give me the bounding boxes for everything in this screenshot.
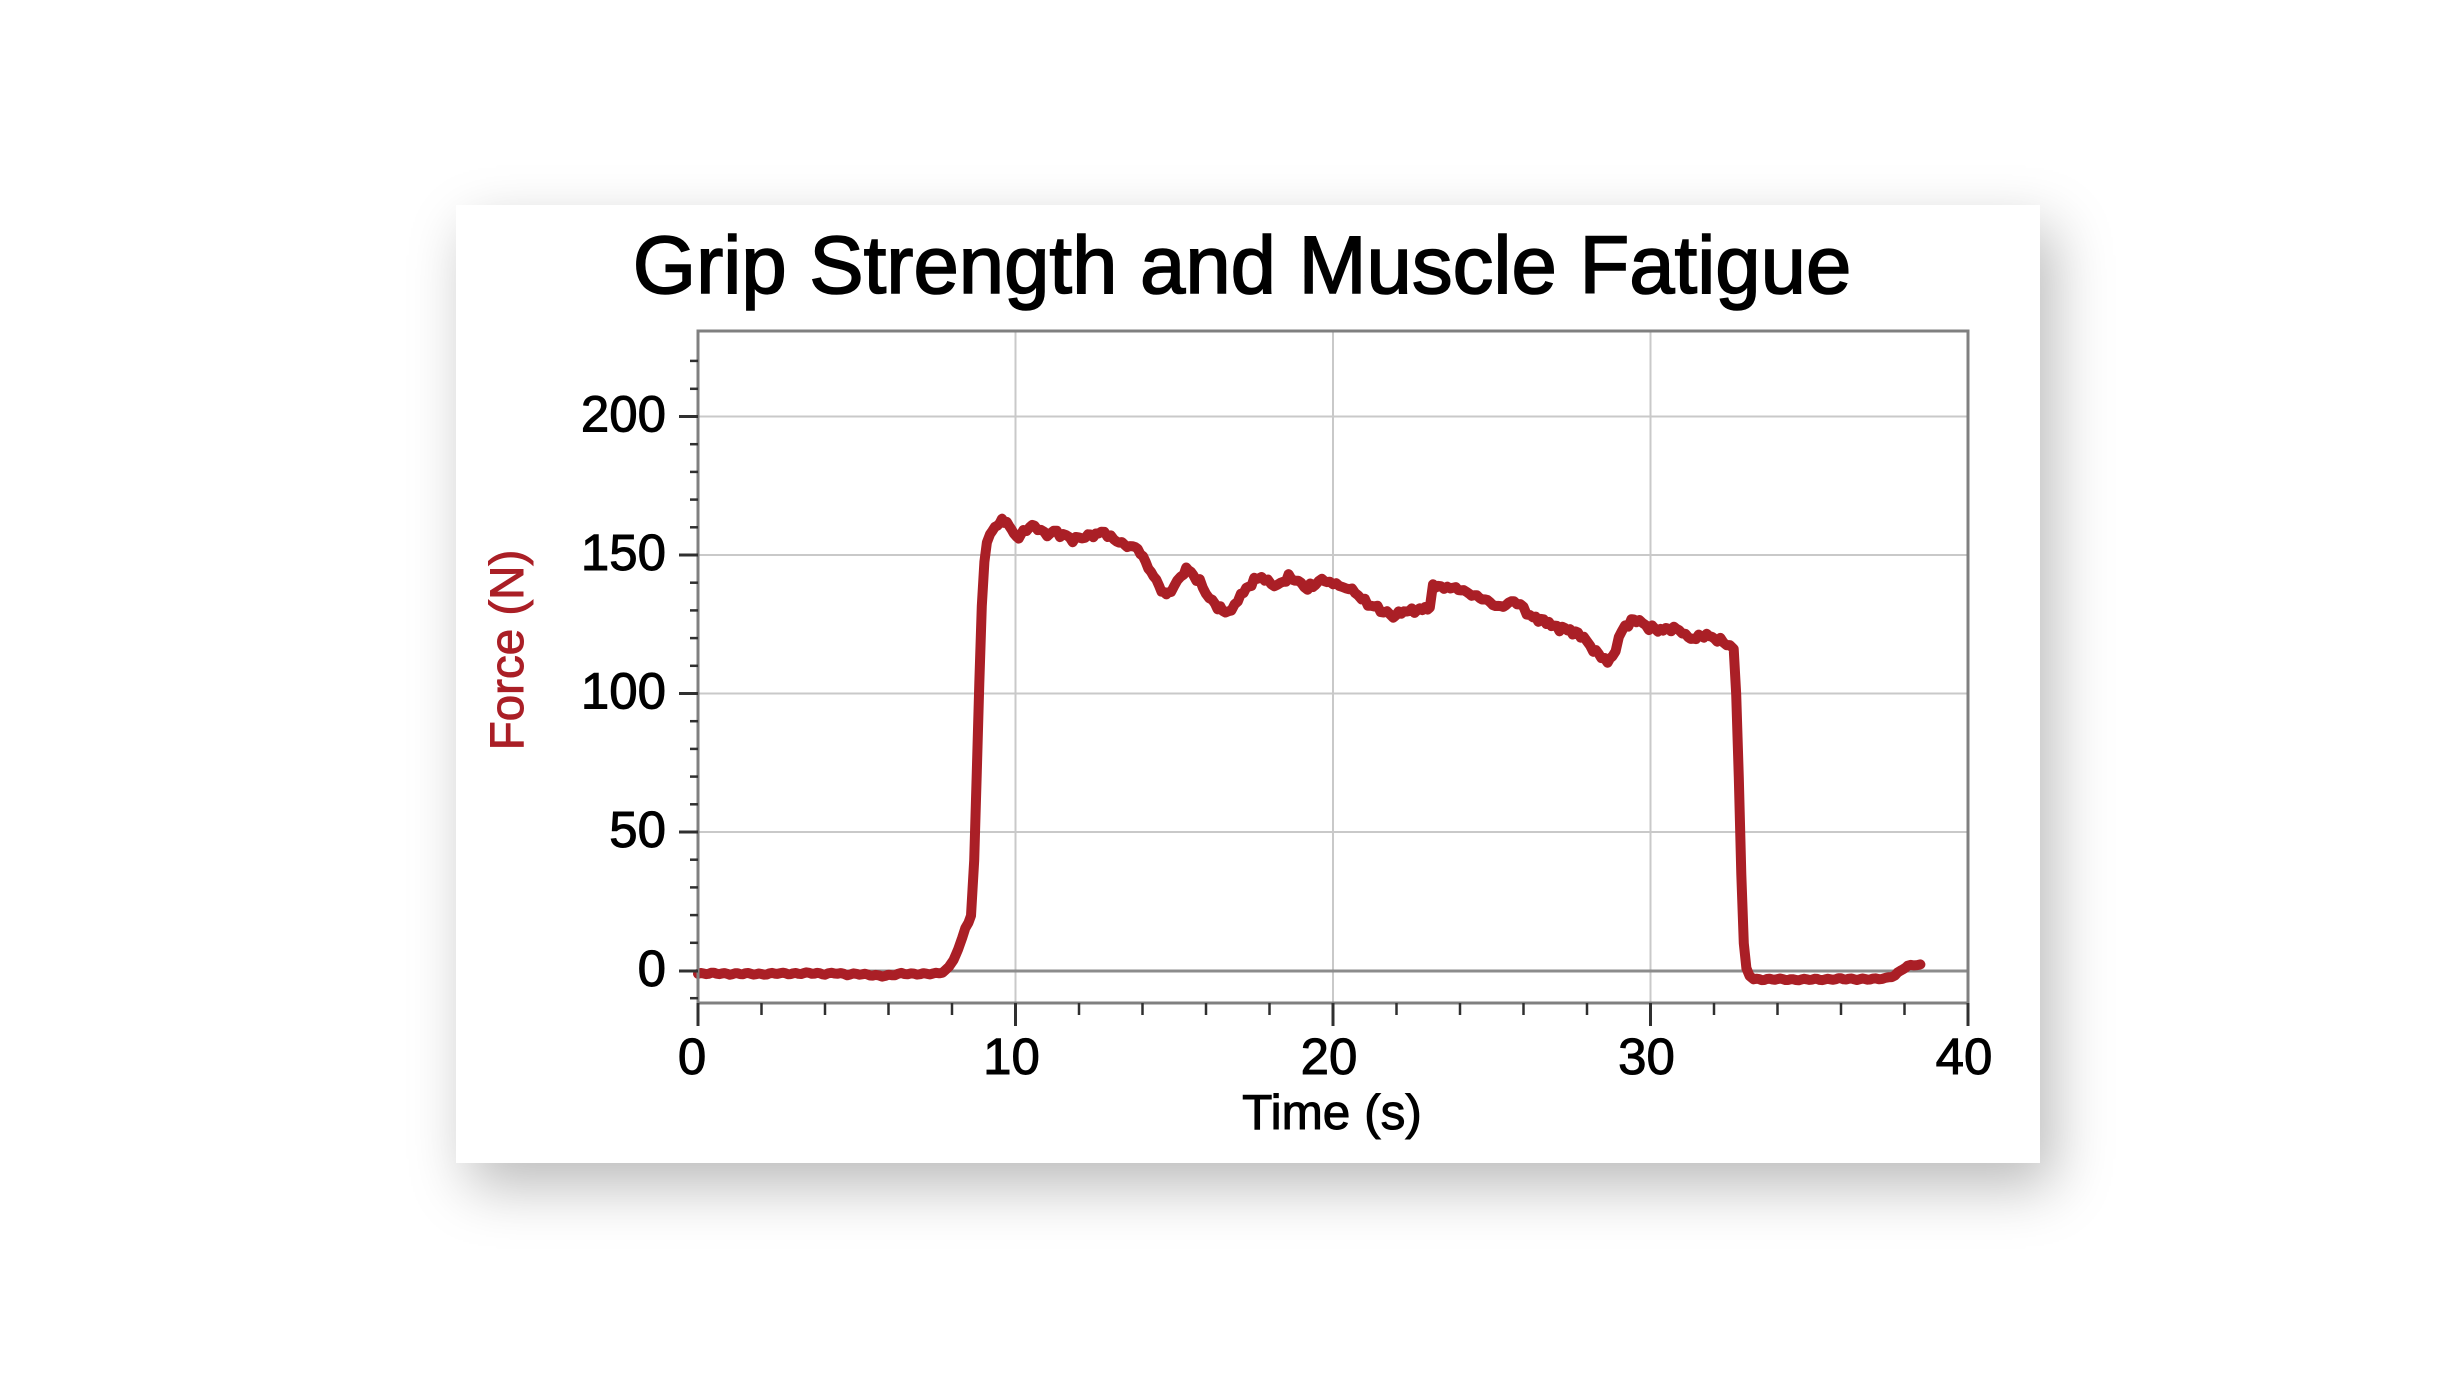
svg-text:30: 30 [1618, 1028, 1675, 1085]
svg-text:20: 20 [1301, 1028, 1358, 1085]
svg-text:10: 10 [983, 1028, 1040, 1085]
svg-text:40: 40 [1936, 1028, 1993, 1085]
svg-text:200: 200 [581, 386, 666, 443]
svg-text:0: 0 [638, 940, 666, 997]
svg-text:Force (N): Force (N) [481, 550, 534, 751]
svg-text:Grip Strength and Muscle Fatig: Grip Strength and Muscle Fatigue [633, 220, 1852, 311]
svg-text:100: 100 [581, 663, 666, 720]
svg-text:0: 0 [678, 1028, 706, 1085]
svg-text:150: 150 [581, 524, 666, 581]
svg-text:50: 50 [609, 801, 666, 858]
svg-text:Time (s): Time (s) [1242, 1085, 1422, 1140]
